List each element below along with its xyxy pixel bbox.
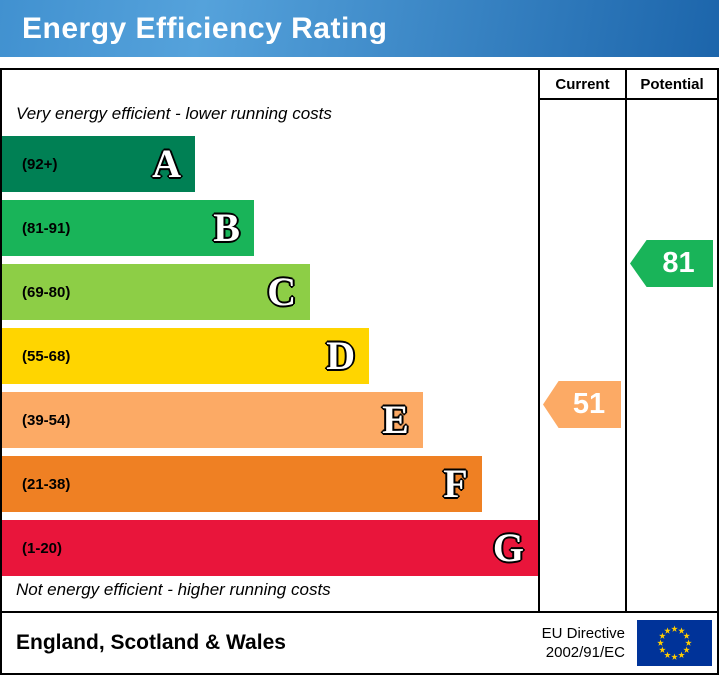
current-column-header: Current <box>540 70 625 100</box>
potential-rating-value: 81 <box>662 247 695 279</box>
band-range-label: (55-68) <box>22 347 71 365</box>
band-bar-b: (81-91) B <box>2 200 254 256</box>
band-range-label: (69-80) <box>22 283 71 301</box>
band-letter: G <box>492 525 524 570</box>
band-row-f: (21-38) F <box>2 456 538 512</box>
potential-rating-arrow: 81 <box>630 240 713 287</box>
bottom-note: Not energy efficient - higher running co… <box>16 580 331 599</box>
band-range-label: (1-20) <box>22 539 63 557</box>
band-bar-e: (39-54) E <box>2 392 423 448</box>
eu-directive-label: EU Directive 2002/91/EC <box>542 624 625 663</box>
current-rating-value: 51 <box>572 388 606 420</box>
band-range-label: (92+) <box>22 155 58 173</box>
band-letter: E <box>382 397 409 442</box>
band-letter: B <box>213 205 240 250</box>
band-bar-g: (1-20) G <box>2 520 538 576</box>
current-rating-arrow: 51 <box>543 381 621 428</box>
eu-flag-icon <box>637 620 712 666</box>
band-row-d: (55-68) D <box>2 328 538 384</box>
band-row-a: (92+) A <box>2 136 538 192</box>
region-label: England, Scotland & Wales <box>16 631 286 654</box>
band-range-label: (21-38) <box>22 475 71 493</box>
page-title: Energy Efficiency Rating <box>22 11 388 45</box>
band-letter: F <box>443 461 468 506</box>
epc-chart: Very energy efficient - lower running co… <box>0 68 719 675</box>
band-row-g: (1-20) G <box>2 520 538 576</box>
footer: England, Scotland & Wales EU Directive 2… <box>2 613 717 673</box>
band-bar-d: (55-68) D <box>2 328 370 384</box>
band-range-label: (39-54) <box>22 411 71 429</box>
potential-column-header: Potential <box>627 70 717 100</box>
chart-grid: Very energy efficient - lower running co… <box>2 70 717 613</box>
title-bar: Energy Efficiency Rating <box>0 0 719 57</box>
band-letter: C <box>267 269 297 314</box>
band-row-c: (69-80) C <box>2 264 538 320</box>
band-letter: D <box>326 333 356 378</box>
header-spacer <box>2 70 538 100</box>
band-range-label: (81-91) <box>22 219 71 237</box>
potential-column: Potential 81 <box>625 70 717 611</box>
band-row-b: (81-91) B <box>2 200 538 256</box>
band-letter: A <box>152 141 181 186</box>
eu-directive-line1: EU Directive <box>541 624 625 642</box>
eu-directive-line2: 2002/91/EC <box>545 644 625 661</box>
band-row-e: (39-54) E <box>2 392 538 448</box>
bands-area: Very energy efficient - lower running co… <box>2 70 538 611</box>
band-bar-c: (69-80) C <box>2 264 311 320</box>
current-column: Current 51 <box>538 70 625 611</box>
bands-list: (92+) A (81-91) B (69-80) C <box>2 128 538 576</box>
band-bar-f: (21-38) F <box>2 456 482 512</box>
top-note: Very energy efficient - lower running co… <box>16 104 332 123</box>
band-bar-a: (92+) A <box>2 136 195 192</box>
